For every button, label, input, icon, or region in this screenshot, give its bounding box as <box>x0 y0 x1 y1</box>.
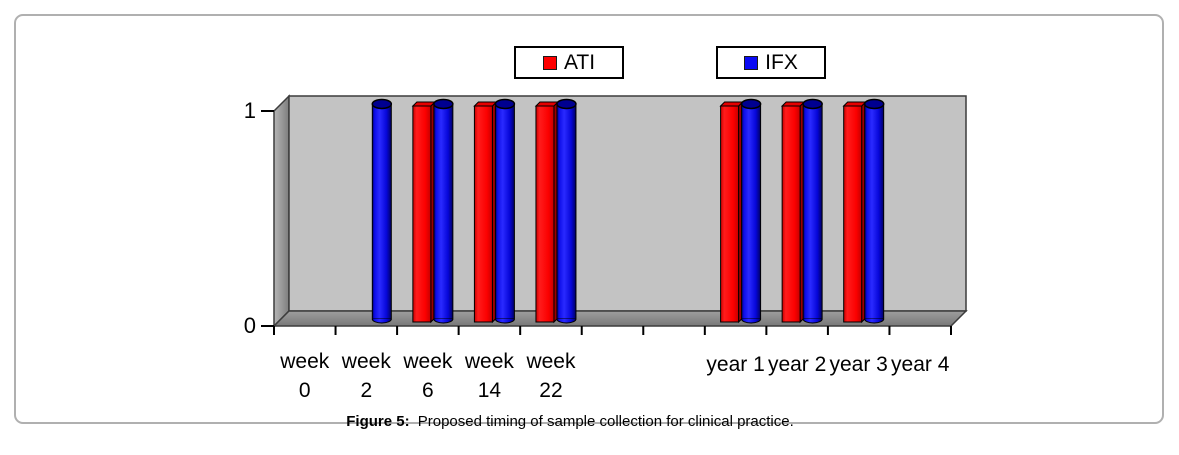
x-axis-label-line: 0 <box>298 379 311 402</box>
bar-ati-year-3 <box>843 105 863 323</box>
bar-ifx-year-1 <box>741 103 762 320</box>
bar-ifx-top-week-6 <box>433 98 454 110</box>
x-axis-label-year-1: year 1 <box>706 353 765 376</box>
wall-left <box>273 94 290 328</box>
legend-marker-ifx <box>744 55 759 70</box>
bar-ifx-week-2 <box>371 103 392 320</box>
figure-caption: Figure 5: Proposed timing of sample coll… <box>30 412 1110 431</box>
x-axis-label-line: week <box>341 350 391 373</box>
bar-ati-top-week-22 <box>534 101 560 107</box>
x-axis-label-line: 14 <box>477 379 502 402</box>
bar-ifx-top-week-14 <box>494 98 516 110</box>
figure-caption-text: Proposed timing of sample collection for… <box>417 413 794 430</box>
figure-caption-label: Figure 5: <box>346 413 410 430</box>
bar-ifx-bottom-year-3 <box>864 318 885 324</box>
bar-ifx-year-2 <box>802 103 823 320</box>
bar-ati-top-week-6 <box>411 101 437 107</box>
x-axis-label-line: week <box>403 350 453 373</box>
bar-ifx-top-year-3 <box>863 98 885 110</box>
bar-ifx-top-week-22 <box>556 98 577 110</box>
bar-ati-top-week-14 <box>473 101 498 107</box>
y-axis-label-0: 0 <box>243 313 256 338</box>
bar-ifx-top-week-2 <box>371 98 393 110</box>
x-axis-label-line: 22 <box>539 379 563 402</box>
bar-ifx-week-22 <box>556 103 577 320</box>
x-axis-label-week-0: week 0 <box>270 347 340 405</box>
x-axis-label-year-4: year 4 <box>891 353 950 376</box>
bar-ati-top-year-3 <box>842 101 867 107</box>
bar-ati-week-6 <box>412 105 432 323</box>
bar-ifx-week-6 <box>433 103 454 320</box>
x-axis-label-line: 2 <box>360 379 373 402</box>
bar-ifx-top-year-1 <box>740 98 762 110</box>
x-axis-label-line: week <box>280 350 330 373</box>
bar-ifx-bottom-year-1 <box>741 318 762 324</box>
x-axis-label-year-2: year 2 <box>767 353 827 376</box>
legend-box-ati: ATI <box>514 46 624 79</box>
x-axis-label-line: 6 <box>422 379 434 402</box>
y-axis-label-1: 1 <box>243 98 256 123</box>
x-axis-label-line: week <box>526 350 576 373</box>
bar-ati-year-1 <box>720 105 740 323</box>
legend-box-ifx: IFX <box>716 46 826 79</box>
bar-ifx-top-year-2 <box>802 98 823 110</box>
bar-ati-week-22 <box>535 105 555 323</box>
bar-ati-year-2 <box>781 105 801 323</box>
bar-ati-top-year-1 <box>719 101 744 107</box>
bar-ifx-bottom-year-2 <box>802 318 823 324</box>
bar-ifx-week-14 <box>494 103 515 320</box>
bar-ati-top-year-2 <box>780 101 806 107</box>
x-axis-label-week-14: week 14 <box>454 347 524 405</box>
x-axis-label-week-2: week 2 <box>331 347 401 405</box>
legend-marker-ati <box>542 55 557 70</box>
x-axis-label-line: week <box>464 350 514 373</box>
chart-canvas <box>261 94 968 335</box>
bar-ifx-bottom-week-2 <box>371 318 392 324</box>
bar-ifx-bottom-week-6 <box>433 318 454 324</box>
x-axis-label-week-6: week 6 <box>393 347 463 405</box>
bar-ati-week-14 <box>473 105 493 323</box>
bar-ifx-bottom-week-14 <box>494 318 515 324</box>
x-axis-label-year-3: year 3 <box>829 353 888 376</box>
x-axis-label-week-22: week 22 <box>516 347 586 405</box>
legend-label-ati: ATI <box>563 51 596 74</box>
bar-ifx-year-3 <box>864 103 885 320</box>
legend-label-ifx: IFX <box>765 51 798 74</box>
bar-ifx-bottom-week-22 <box>556 318 577 324</box>
